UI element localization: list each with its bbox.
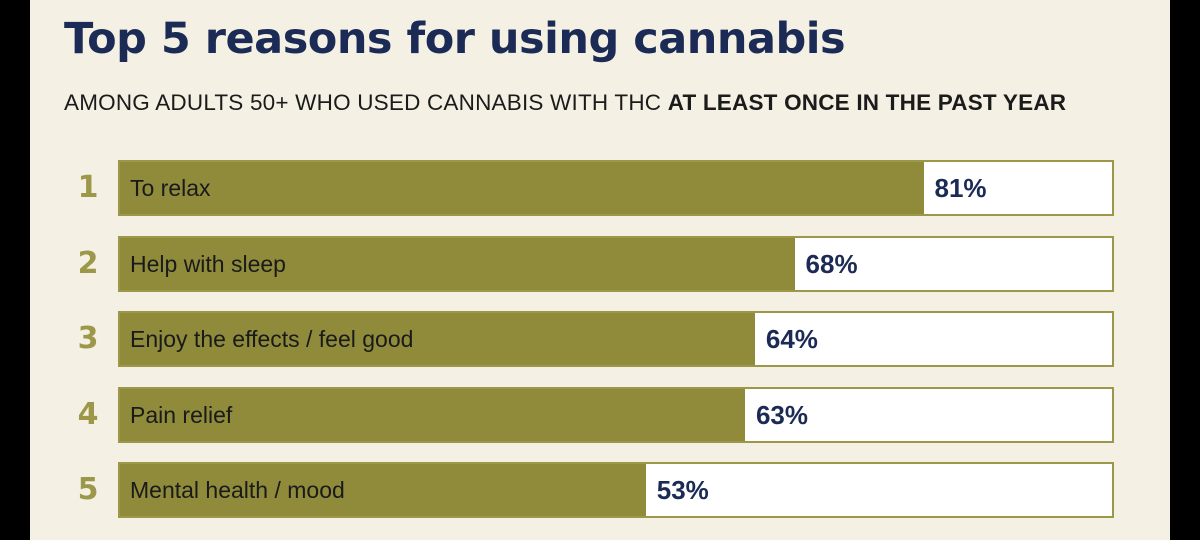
- data-label: 68%: [805, 248, 858, 279]
- bar-chart: 1 To relax 81% 2 Help with sleep 68% 3 Enjoy th…: [30, 0, 1170, 540]
- bar-track: Enjoy the effects / feel good 64%: [118, 311, 1114, 367]
- data-label: 63%: [755, 399, 808, 430]
- bar-label: Enjoy the effects / feel good: [130, 326, 414, 352]
- subtitle-regular: AMONG ADULTS 50+ WHO USED CANNABIS WITH …: [64, 90, 668, 115]
- data-label: 53%: [656, 475, 709, 505]
- bar-label: Pain relief: [130, 401, 233, 428]
- infographic-panel: Top 5 reasons for using cannabis AMONG A…: [30, 0, 1170, 540]
- data-label: 64%: [765, 324, 818, 354]
- bar-track: Mental health / mood 53%: [118, 462, 1114, 518]
- chart-title: Top 5 reasons for using cannabis: [64, 14, 846, 64]
- rank-number: 5: [77, 472, 99, 507]
- bar: [120, 388, 745, 441]
- bar: [120, 237, 795, 290]
- bar-track: Pain relief 63%: [118, 386, 1114, 443]
- rank-number: 2: [77, 245, 99, 281]
- bar-label: To relax: [130, 175, 211, 201]
- bar-label: Help with sleep: [130, 250, 286, 277]
- bar: [120, 162, 924, 214]
- bar: [120, 313, 755, 365]
- rank-number: 1: [77, 170, 99, 205]
- bar-label: Mental health / mood: [130, 477, 345, 503]
- subtitle-emphasis: AT LEAST ONCE IN THE PAST YEAR: [667, 90, 1067, 115]
- bar: [120, 464, 646, 516]
- chart-subtitle: AMONG ADULTS 50+ WHO USED CANNABIS WITH …: [64, 90, 1066, 116]
- rank-number: 3: [77, 321, 99, 356]
- bar-track: Help with sleep 68%: [118, 235, 1114, 292]
- data-label: 81%: [934, 173, 987, 203]
- rank-number: 4: [77, 396, 99, 432]
- bar-track: To relax 81%: [118, 160, 1114, 216]
